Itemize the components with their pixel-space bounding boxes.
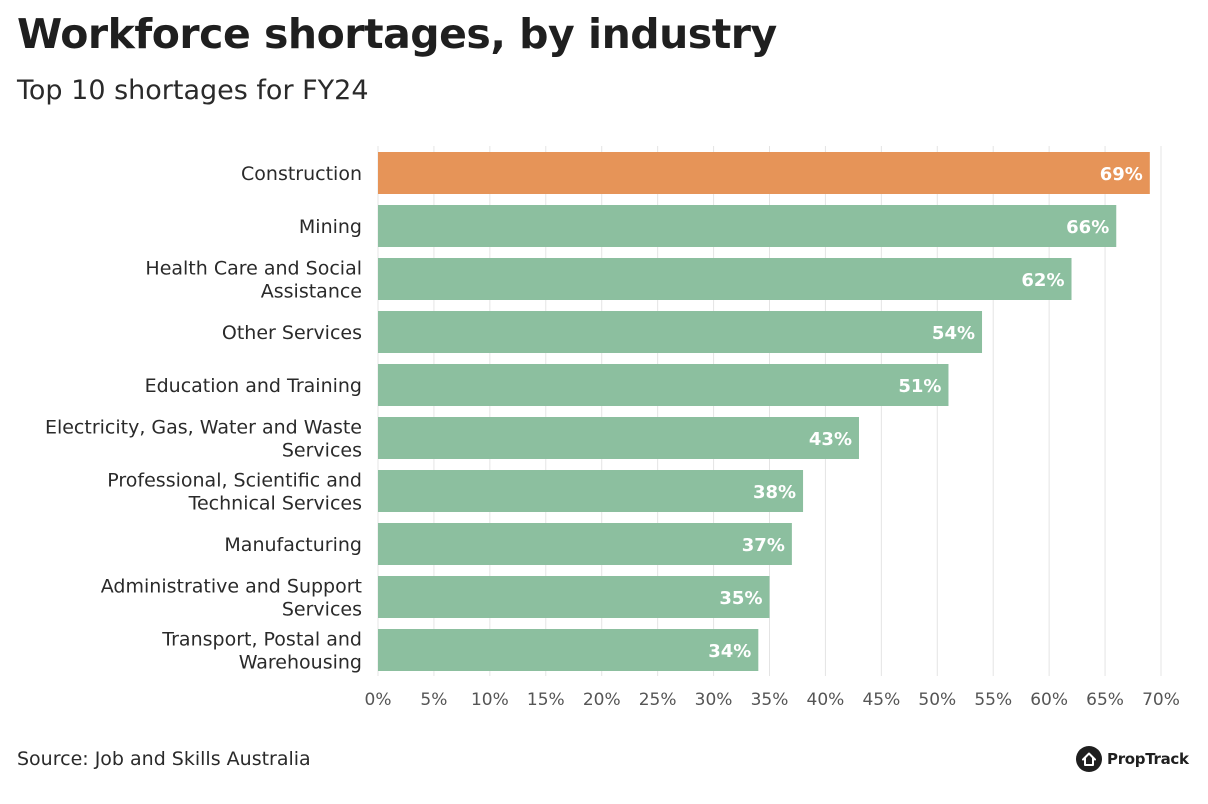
category-label: Professional, Scientific and Technical Se… (107, 470, 362, 515)
x-tick-label: 5% (420, 690, 447, 710)
x-tick-label: 30% (695, 690, 733, 710)
category-label: Transport, Postal and Warehousing (161, 629, 362, 674)
bar-value-label: 62% (1021, 270, 1064, 291)
category-label-line: Manufacturing (224, 534, 362, 556)
source-note: Source: Job and Skills Australia (17, 748, 311, 770)
bar (378, 258, 1072, 300)
x-tick-label: 20% (583, 690, 621, 710)
brand-logo: PropTrack (1076, 746, 1189, 772)
bar (378, 152, 1150, 194)
category-label-line: Education and Training (145, 375, 362, 397)
x-axis-tick-labels: 0% 5% 10% 15% 20% 25% 30% 35% 40% 45% 50% 55% 60% 65%… (365, 690, 1180, 710)
value-labels: 69% 66% 62% 54% 51% 43% 38% 37% 35% 34% (708, 164, 1143, 662)
x-tick-label: 10% (471, 690, 509, 710)
x-tick-label: 60% (1030, 690, 1068, 710)
category-label-line: Transport, Postal and (161, 629, 362, 651)
x-tick-label: 50% (918, 690, 956, 710)
bar (378, 576, 770, 618)
category-label-line: Other Services (222, 322, 362, 344)
bar (378, 417, 859, 459)
bar (378, 523, 792, 565)
category-label: Education and Training (145, 375, 362, 397)
chart-title: Workforce shortages, by industry (17, 10, 777, 58)
category-label-line: Assistance (261, 281, 362, 303)
x-tick-label: 0% (365, 690, 392, 710)
bar (378, 311, 983, 353)
category-label-line: Services (282, 440, 362, 462)
x-tick-label: 45% (862, 690, 900, 710)
category-label-line: Mining (299, 216, 362, 238)
x-tick-label: 70% (1142, 690, 1180, 710)
x-tick-label: 55% (974, 690, 1012, 710)
category-label: Electricity, Gas, Water and Waste Service… (45, 417, 362, 462)
house-logo-icon (1076, 746, 1102, 772)
category-label: Other Services (222, 322, 362, 344)
category-label: Mining (299, 216, 362, 238)
bar (378, 205, 1117, 247)
bar (378, 364, 949, 406)
category-labels: Construction Mining Health Care and Social… (45, 163, 362, 674)
brand-name: PropTrack (1107, 750, 1189, 768)
x-tick-label: 65% (1086, 690, 1124, 710)
category-label: Health Care and Social Assistance (145, 258, 362, 303)
x-tick-label: 15% (527, 690, 565, 710)
category-label: Administrative and Support Services (101, 576, 362, 621)
x-tick-label: 35% (751, 690, 789, 710)
bar-value-label: 54% (932, 323, 975, 344)
bar-value-label: 34% (708, 641, 751, 662)
category-label-line: Warehousing (239, 652, 362, 674)
bar-value-label: 66% (1066, 217, 1109, 238)
bar-value-label: 38% (753, 482, 796, 503)
bar (378, 629, 759, 671)
chart-subtitle: Top 10 shortages for FY24 (17, 75, 369, 106)
category-label: Manufacturing (224, 534, 362, 556)
bar-chart: Construction Mining Health Care and Social… (45, 146, 1180, 710)
bar-value-label: 35% (719, 588, 762, 609)
category-label-line: Services (282, 599, 362, 621)
bar-value-label: 37% (742, 535, 785, 556)
category-label-line: Construction (241, 163, 362, 185)
bar (378, 470, 804, 512)
bar-value-label: 51% (898, 376, 941, 397)
category-label-line: Administrative and Support (101, 576, 362, 598)
bar-value-label: 43% (809, 429, 852, 450)
x-tick-label: 40% (807, 690, 845, 710)
category-label-line: Technical Services (188, 493, 362, 515)
bars (378, 152, 1150, 671)
x-tick-label: 25% (639, 690, 677, 710)
category-label-line: Professional, Scientific and (107, 470, 362, 492)
category-label-line: Health Care and Social (145, 258, 362, 280)
bar-value-label: 69% (1100, 164, 1143, 185)
category-label: Construction (241, 163, 362, 185)
category-label-line: Electricity, Gas, Water and Waste (45, 417, 362, 439)
